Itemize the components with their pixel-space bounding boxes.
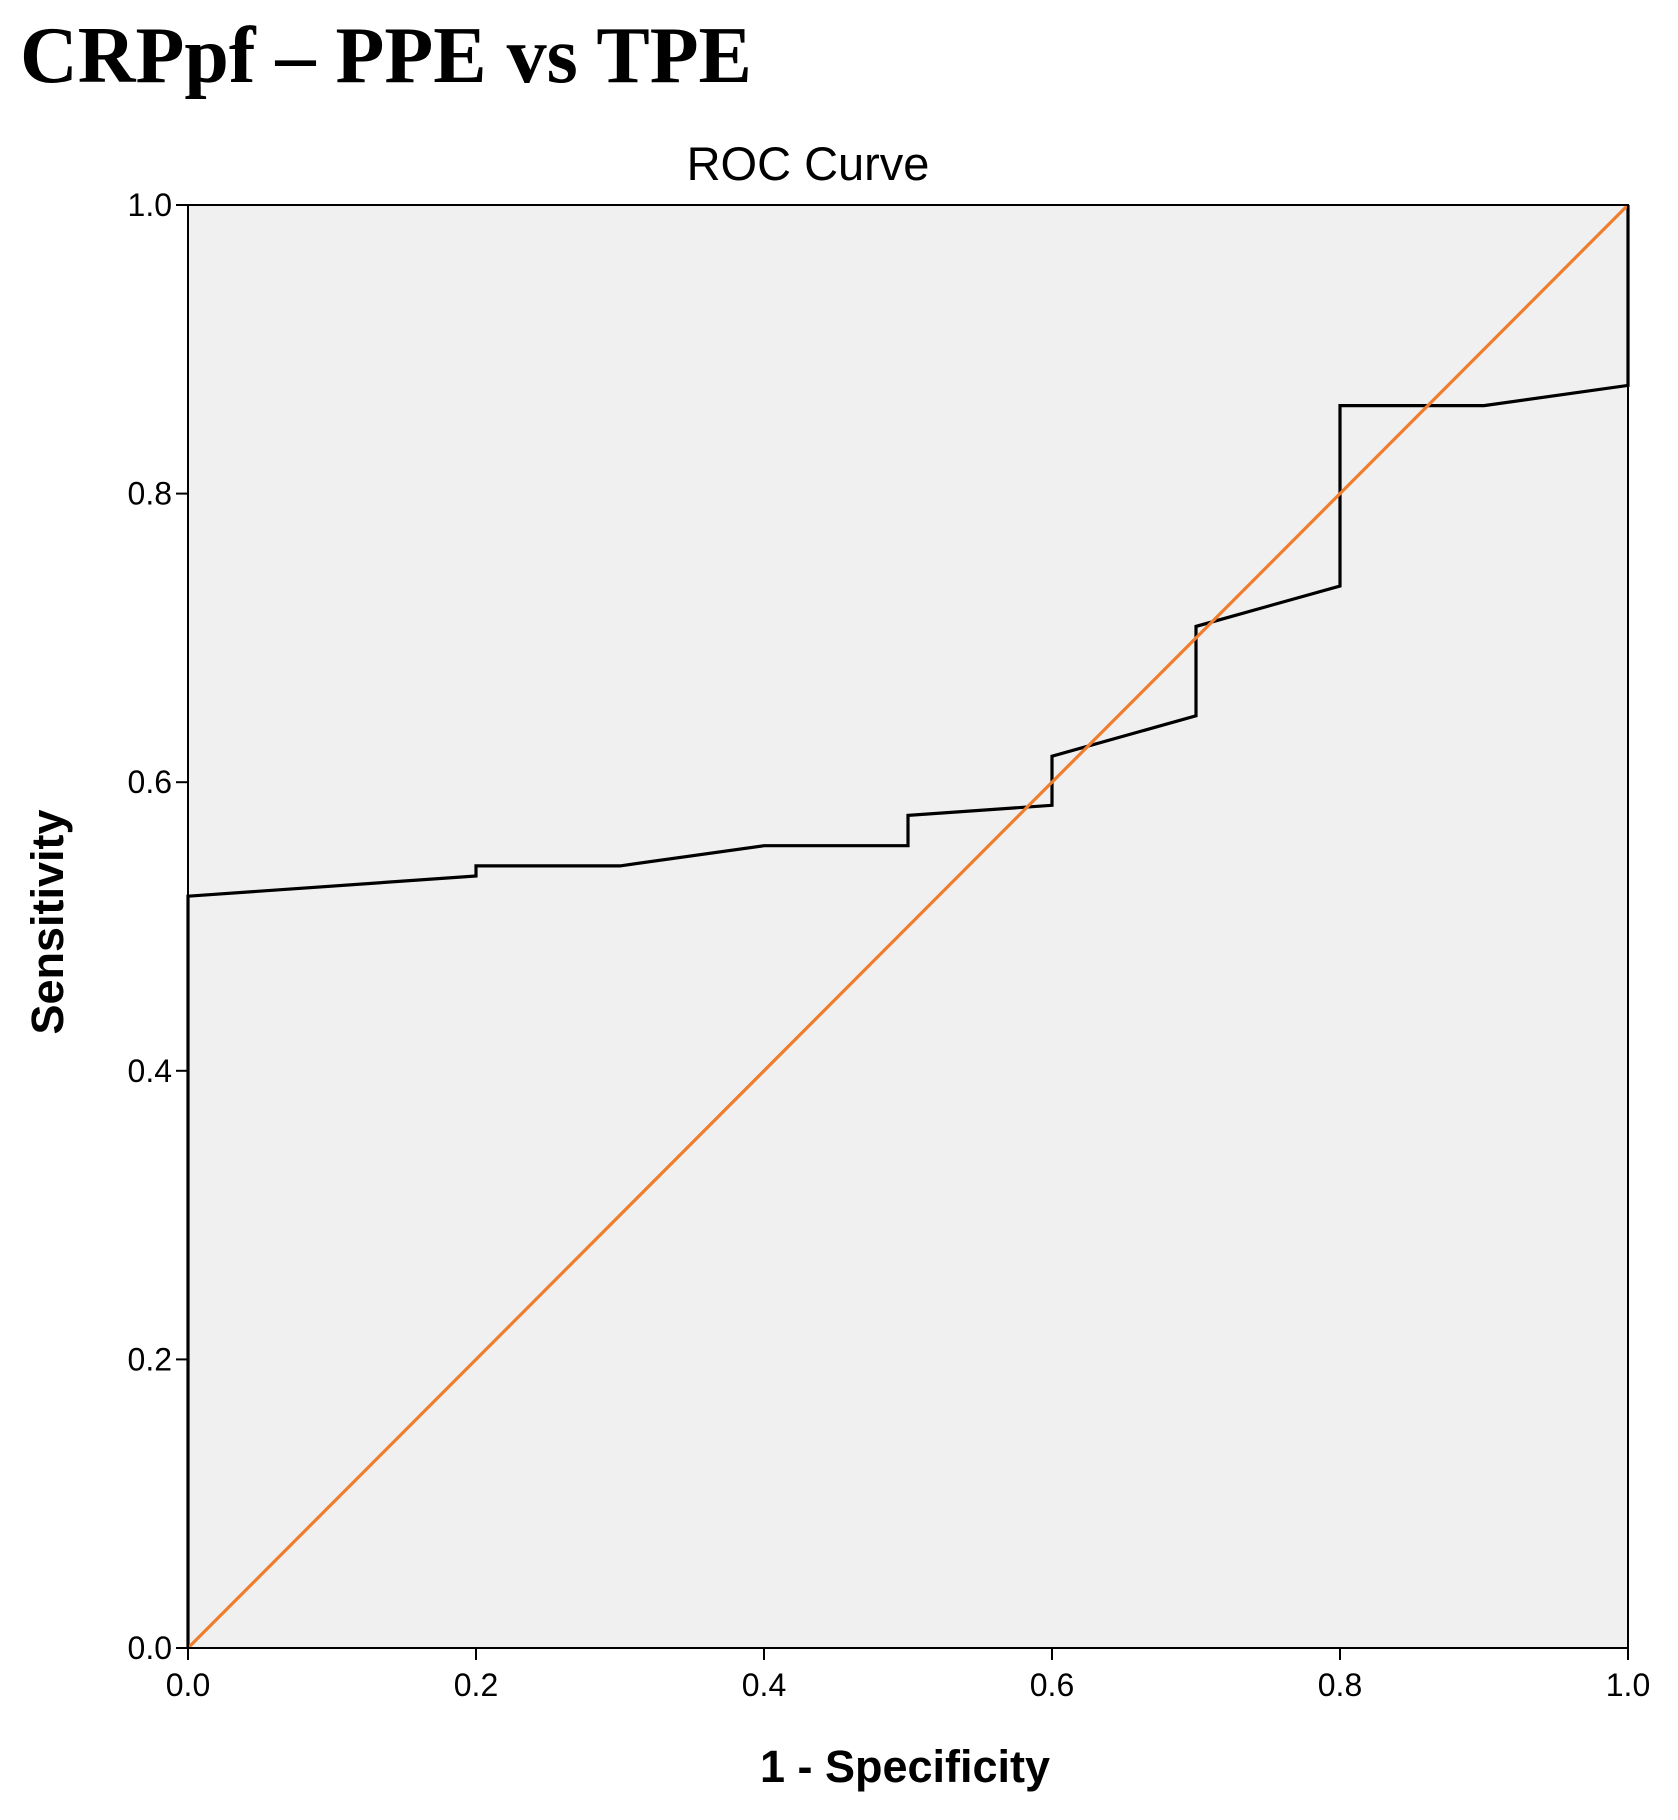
y-tick-label: 0.8 <box>128 476 172 512</box>
roc-curve-line <box>186 205 1630 1648</box>
x-tick-label: 0.8 <box>1318 1667 1362 1703</box>
y-axis-title: Sensitivity <box>22 809 73 1034</box>
axes-layer: 0.0 0.2 0.4 0.6 0.8 1.0 0.0 0.2 0.4 0.6 0.8 1.0 <box>128 187 1651 1703</box>
x-tick-label: 1.0 <box>1606 1667 1650 1703</box>
x-axis-title: 1 - Specificity <box>760 1741 1050 1792</box>
x-tick-label: 0.0 <box>166 1667 210 1703</box>
y-tick-label: 1.0 <box>128 187 172 223</box>
chart-title: ROC Curve <box>687 137 930 190</box>
plot-frame <box>187 204 1629 1649</box>
y-tick-label: 0.6 <box>128 764 172 800</box>
y-tick-label: 0.4 <box>128 1053 172 1089</box>
x-tick-label: 0.4 <box>742 1667 786 1703</box>
figure-heading: CRPpf – PPE vs TPE <box>20 12 752 100</box>
y-tick-label: 0.2 <box>128 1341 172 1377</box>
series-layer <box>186 203 1630 1650</box>
x-tick-label: 0.6 <box>1030 1667 1074 1703</box>
x-tick-label: 0.2 <box>454 1667 498 1703</box>
y-tick-label: 0.0 <box>128 1630 172 1666</box>
reference-diagonal-line <box>186 203 1630 1650</box>
